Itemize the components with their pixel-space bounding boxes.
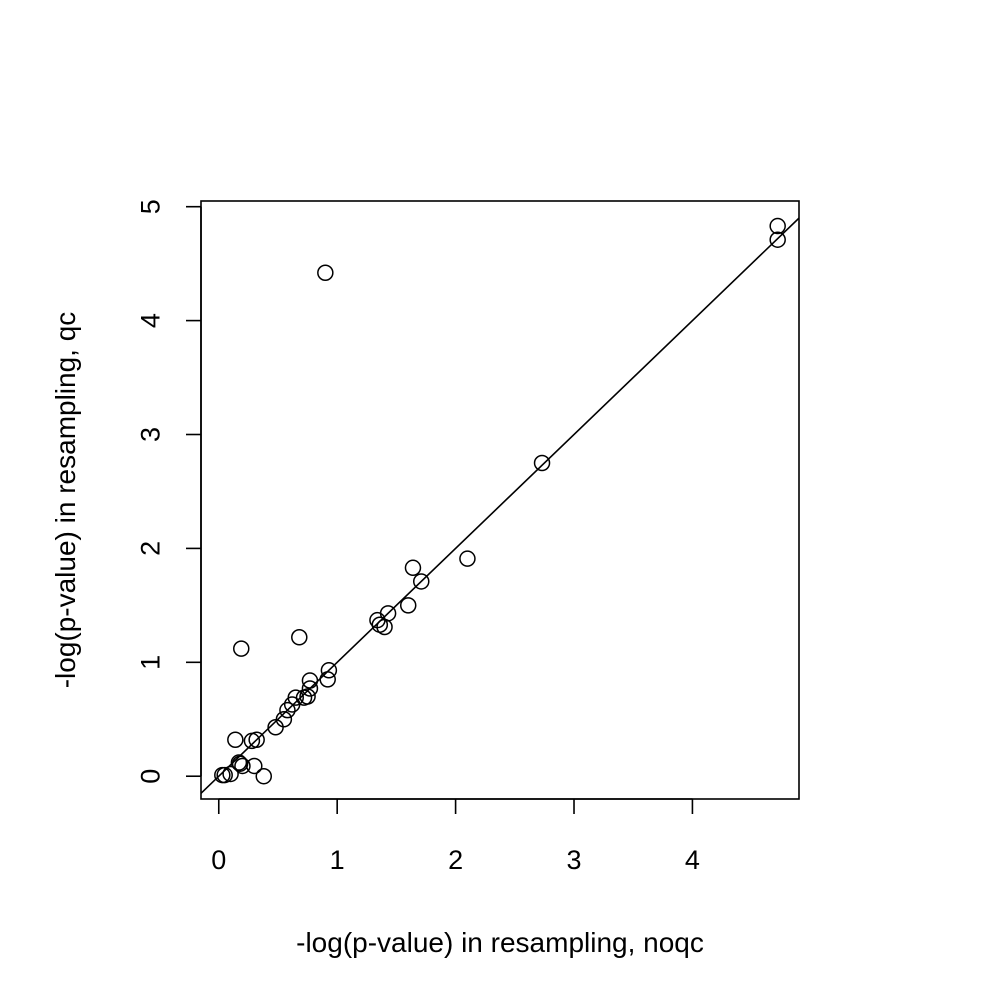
x-tick-label: 4: [685, 845, 700, 875]
data-point: [291, 629, 308, 646]
x-tick-label: 2: [448, 845, 463, 875]
data-point: [413, 573, 430, 590]
plot-frame: [200, 200, 800, 800]
reference-line: [201, 217, 799, 794]
data-point: [399, 597, 417, 614]
data-point: [769, 217, 786, 235]
y-axis-title: -log(p-value) in resampling, qc: [50, 312, 81, 689]
y-tick-label: 0: [135, 769, 165, 784]
x-axis-title: -log(p-value) in resampling, noqc: [296, 927, 704, 958]
data-point: [267, 718, 284, 736]
x-tick-label: 0: [211, 845, 226, 875]
data-point: [319, 671, 336, 688]
data-point: [255, 767, 273, 785]
data-point: [246, 757, 263, 775]
x-axis: 0 1 2 3 4: [211, 798, 700, 875]
data-point: [283, 696, 301, 713]
y-tick-label: 3: [135, 427, 165, 442]
data-point: [231, 755, 249, 772]
data-point: [234, 757, 251, 775]
data-point: [404, 559, 422, 577]
data-point: [317, 264, 334, 282]
y-tick-label: 5: [135, 199, 165, 214]
x-tick-label: 1: [330, 845, 345, 875]
y-tick-label: 1: [135, 655, 165, 670]
y-tick-label: 4: [135, 313, 165, 328]
data-point: [301, 680, 319, 697]
data-point: [230, 754, 248, 771]
x-tick-label: 3: [566, 845, 581, 875]
data-point: [459, 550, 476, 567]
data-point: [769, 231, 786, 248]
y-axis: 0 1 2 3 4 5: [135, 199, 202, 784]
data-point: [320, 662, 338, 679]
data-point: [227, 731, 244, 749]
y-tick-label: 2: [135, 541, 165, 556]
data-point: [301, 672, 319, 689]
data-point: [279, 701, 296, 719]
data-point: [243, 732, 261, 750]
data-point: [376, 618, 393, 636]
data-point: [233, 640, 250, 657]
data-point: [214, 766, 231, 784]
data-point: [533, 454, 551, 472]
data-point: [222, 765, 239, 783]
